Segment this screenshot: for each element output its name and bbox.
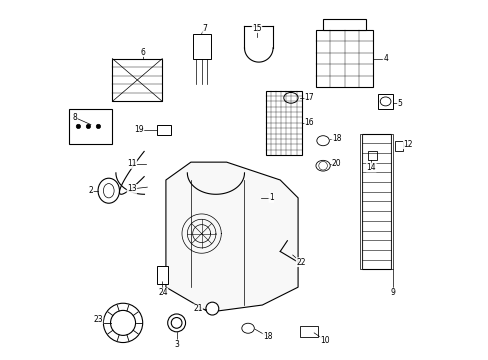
Ellipse shape	[98, 178, 119, 203]
Text: 2: 2	[88, 186, 93, 195]
Circle shape	[205, 302, 218, 315]
Ellipse shape	[103, 184, 114, 198]
Polygon shape	[165, 162, 298, 312]
Bar	[323, 19, 365, 30]
Ellipse shape	[283, 93, 298, 103]
Bar	[394, 141, 403, 152]
Text: 23: 23	[93, 315, 102, 324]
Bar	[378, 94, 392, 109]
Circle shape	[86, 124, 90, 129]
Circle shape	[76, 124, 81, 129]
Text: 5: 5	[397, 99, 402, 108]
Text: 9: 9	[389, 288, 394, 297]
Bar	[69, 109, 112, 144]
Text: 1: 1	[268, 193, 273, 202]
Text: 12: 12	[403, 140, 412, 149]
Text: 3: 3	[174, 340, 179, 349]
Circle shape	[110, 310, 135, 336]
Circle shape	[167, 314, 185, 332]
Bar	[112, 59, 162, 102]
Text: 10: 10	[320, 336, 329, 345]
Text: 20: 20	[331, 159, 341, 168]
Circle shape	[318, 161, 326, 170]
Circle shape	[96, 124, 101, 129]
Text: 21: 21	[193, 304, 203, 313]
Bar	[192, 33, 210, 59]
Bar	[157, 125, 171, 135]
Ellipse shape	[316, 136, 328, 146]
Circle shape	[171, 318, 182, 328]
Ellipse shape	[315, 160, 329, 171]
Text: 16: 16	[304, 118, 314, 127]
Text: 4: 4	[383, 54, 387, 63]
Text: 18: 18	[263, 332, 272, 341]
Text: 24: 24	[158, 288, 167, 297]
Bar	[367, 152, 376, 160]
Ellipse shape	[380, 97, 390, 106]
Ellipse shape	[242, 323, 254, 333]
Bar	[315, 30, 372, 87]
Bar	[157, 266, 167, 284]
Bar	[299, 327, 317, 337]
Text: 19: 19	[134, 126, 143, 135]
Bar	[362, 134, 390, 269]
Text: 11: 11	[127, 159, 137, 168]
Text: 6: 6	[140, 48, 145, 57]
Text: 13: 13	[127, 184, 137, 193]
Circle shape	[103, 303, 142, 342]
Text: 7: 7	[203, 24, 207, 33]
Bar	[265, 91, 301, 155]
Text: 17: 17	[304, 93, 314, 102]
Text: 22: 22	[296, 258, 305, 267]
Bar	[390, 134, 392, 269]
Bar	[360, 134, 362, 269]
Text: 8: 8	[72, 113, 77, 122]
Text: 15: 15	[252, 24, 261, 33]
Text: 14: 14	[366, 163, 375, 172]
Text: 18: 18	[331, 134, 341, 143]
